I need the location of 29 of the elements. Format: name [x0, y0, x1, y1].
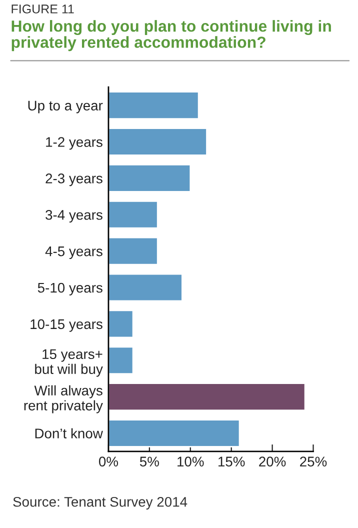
y-tick-label: 3-4 years [46, 210, 102, 223]
y-tick-label: 5-10 years [38, 282, 102, 296]
source-note: Source: Tenant Survey 2014 [13, 496, 188, 510]
x-tick-label: 25% [300, 456, 327, 467]
y-tick-label: 4-5 years [45, 246, 102, 259]
bar [108, 91, 200, 120]
x-tick-label: 10% [178, 456, 204, 467]
x-tick-label: 20% [259, 456, 286, 467]
bar [108, 273, 183, 302]
bar [108, 382, 306, 411]
y-tick-label: 2-3 years [46, 174, 102, 186]
chart-title: How long do you plan to continue living in privately rented accommodation? [12, 20, 331, 52]
y-tick-label: 15 years+ but will buy [35, 349, 103, 377]
x-tick-label: 0% [98, 456, 118, 467]
bar [108, 128, 208, 156]
bar [108, 164, 192, 192]
bar [108, 346, 134, 375]
y-tick-label: Will always rent privately [24, 385, 103, 414]
y-tick-label: 1-2 years [46, 137, 102, 150]
caption: FIGURE 11 [12, 4, 74, 14]
y-tick-label: Up to a year [28, 100, 103, 114]
bar [108, 419, 240, 448]
y-tick-label: 10-15 years [30, 319, 102, 332]
bar [108, 200, 158, 229]
x-tick-label: 5% [140, 456, 159, 467]
x-tick-label: 15% [218, 456, 245, 467]
y-tick-label: Don’t know [35, 428, 103, 438]
bar [108, 236, 158, 266]
bar [108, 310, 134, 338]
